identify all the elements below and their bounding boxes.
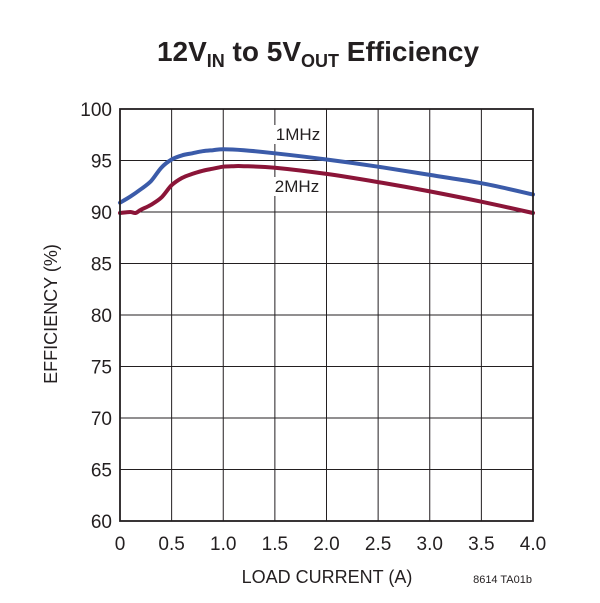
plot-frame — [119, 108, 534, 522]
y-tick-label: 65 — [91, 461, 112, 482]
y-tick-label: 95 — [91, 152, 112, 173]
title-middle: to 5V — [225, 36, 302, 67]
x-tick-label: 1.5 — [262, 534, 288, 555]
tick-labels: 0 0.5 1.0 1.5 2.0 2.5 3.0 3.5 4.0 60 65 70 75 80 85 90 9… — [80, 100, 546, 555]
x-tick-label: 0 — [115, 534, 126, 555]
x-axis-label: LOAD CURRENT (A) — [242, 567, 413, 587]
title-sub-in: IN — [207, 51, 225, 71]
series-label-2mhz: 2MHz — [275, 177, 319, 196]
x-tick-label: 1.0 — [210, 534, 236, 555]
x-tick-label: 2.5 — [365, 534, 391, 555]
title-sub-out: OUT — [301, 51, 339, 71]
title-prefix: 12V — [157, 36, 207, 67]
y-tick-label: 70 — [91, 409, 112, 430]
series-line-2mhz — [118, 164, 535, 216]
x-tick-label: 0.5 — [158, 534, 184, 555]
y-tick-label: 90 — [91, 203, 112, 224]
chart-title: 12VIN to 5VOUT Efficiency — [157, 36, 480, 71]
series-label-background — [271, 177, 323, 196]
y-axis-label: EFFICIENCY (%) — [41, 244, 61, 384]
x-tick-label: 2.0 — [313, 534, 339, 555]
title-suffix: Efficiency — [339, 36, 479, 67]
y-tick-label: 80 — [91, 306, 112, 327]
y-tick-label: 85 — [91, 255, 112, 276]
x-tick-label: 3.0 — [417, 534, 443, 555]
y-tick-label: 60 — [91, 512, 112, 533]
figure-code: 8614 TA01b — [473, 574, 532, 586]
series-label-background — [272, 125, 324, 144]
x-tick-label: 3.5 — [468, 534, 494, 555]
series-line-1mhz — [118, 147, 535, 205]
series-lines — [118, 147, 535, 216]
y-tick-label: 100 — [80, 100, 112, 121]
x-tick-label: 4.0 — [520, 534, 546, 555]
series-label-1mhz: 1MHz — [276, 125, 320, 144]
y-tick-label: 75 — [91, 358, 112, 379]
grid — [120, 109, 533, 521]
